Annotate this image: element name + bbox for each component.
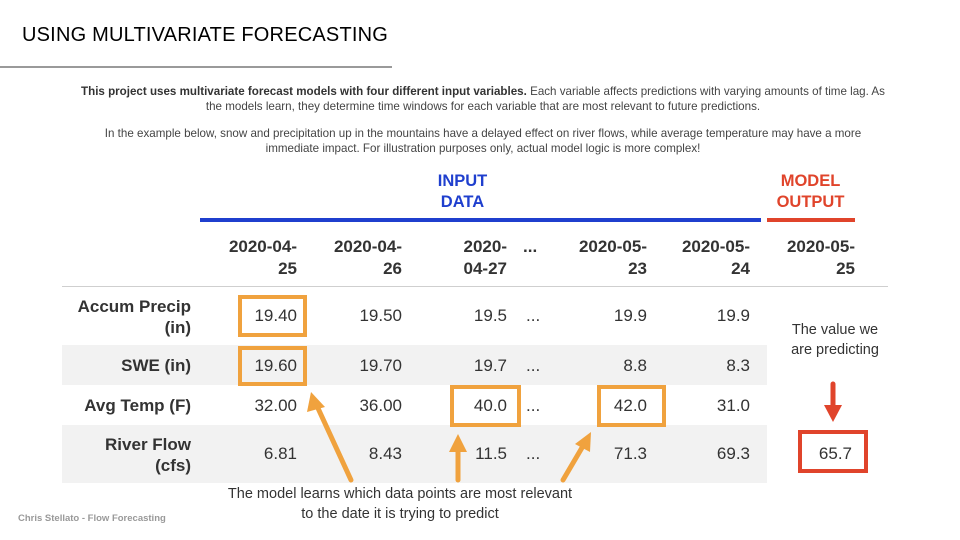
column-header-line1: 2020-05- bbox=[578, 237, 647, 256]
row-label-line1: River Flow bbox=[105, 435, 191, 454]
table-cell: 8.43 bbox=[368, 444, 402, 463]
intro-paragraph-1: This project uses multivariate forecast … bbox=[78, 84, 888, 114]
row-label-line1: Avg Temp (F) bbox=[84, 396, 191, 415]
column-header-line1: 2020-04- bbox=[333, 237, 402, 256]
column-header-date: 2020- 04-27 bbox=[420, 236, 507, 280]
column-header-line2: 26 bbox=[383, 259, 402, 278]
output-header-line1: MODEL bbox=[780, 172, 841, 190]
column-header-date-output: 2020-05- 25 bbox=[753, 236, 855, 280]
table-cell: 19.7 bbox=[473, 356, 507, 375]
input-data-bar bbox=[200, 218, 761, 222]
row-label-line1: SWE (in) bbox=[121, 356, 191, 375]
column-header-line2: 23 bbox=[628, 259, 647, 278]
column-header-date: 2020-05- 23 bbox=[545, 236, 647, 280]
table-cell: 36.00 bbox=[359, 396, 402, 415]
table-cell: 6.81 bbox=[263, 444, 297, 463]
input-data-header: INPUT DATA bbox=[405, 171, 520, 213]
table-cell: 8.8 bbox=[623, 356, 647, 375]
row-label-swe: SWE (in) bbox=[60, 355, 191, 376]
column-header-line2: 25 bbox=[278, 259, 297, 278]
model-output-header: MODEL OUTPUT bbox=[758, 171, 863, 213]
table-cell: 31.0 bbox=[716, 396, 750, 415]
table-cell-ellipsis: ... bbox=[526, 396, 541, 415]
column-header-date: 2020-04- 26 bbox=[300, 236, 402, 280]
table-cell: 19.40 bbox=[254, 306, 297, 325]
table-cell: 71.3 bbox=[613, 444, 647, 463]
table-cell: 19.9 bbox=[613, 306, 647, 325]
row-stripe bbox=[62, 425, 767, 483]
column-header-date: 2020-05- 24 bbox=[648, 236, 750, 280]
orange-arrow-to-precip-swe bbox=[307, 392, 354, 483]
table-cell: 19.9 bbox=[716, 306, 750, 325]
table-cell-ellipsis: ... bbox=[526, 306, 541, 325]
column-header-date: 2020-04- 25 bbox=[195, 236, 297, 280]
highlight-box-swe bbox=[238, 346, 307, 386]
highlight-box-temp-0523 bbox=[597, 385, 666, 427]
table-cell: 40.0 bbox=[473, 396, 507, 415]
prediction-box bbox=[798, 430, 868, 473]
footer-credit: Chris Stellato - Flow Forecasting bbox=[18, 513, 166, 524]
row-stripe bbox=[62, 345, 767, 385]
table-cell: 11.5 bbox=[475, 444, 507, 463]
table-cell: 19.50 bbox=[359, 306, 402, 325]
row-label-river-flow: River Flow (cfs) bbox=[60, 434, 191, 476]
row-label-avg-temp: Avg Temp (F) bbox=[60, 395, 191, 416]
intro-paragraph-2: In the example below, snow and precipita… bbox=[104, 127, 862, 155]
row-label-accum-precip: Accum Precip (in) bbox=[60, 296, 191, 338]
output-header-line2: OUTPUT bbox=[776, 193, 845, 211]
prediction-note: The value we are predicting bbox=[791, 322, 879, 358]
table-cell: 69.3 bbox=[716, 444, 750, 463]
red-arrow-to-prediction bbox=[824, 381, 842, 422]
column-header-line2: 04-27 bbox=[463, 259, 507, 278]
table-cell: 42.0 bbox=[613, 396, 647, 415]
table-cell: 8.3 bbox=[726, 356, 750, 375]
caption: The model learns which data points are m… bbox=[227, 486, 573, 522]
table-cell: 19.60 bbox=[254, 356, 297, 375]
table-cell: 19.5 bbox=[473, 306, 507, 325]
orange-arrow-to-temp-0523 bbox=[560, 432, 591, 483]
column-header-line2: ... bbox=[523, 237, 538, 256]
intro-rest: Each variable affects predictions with v… bbox=[205, 85, 885, 113]
model-output-bar bbox=[767, 218, 855, 222]
predicted-value: 65.7 bbox=[818, 444, 852, 463]
column-header-line1: 2020-04- bbox=[228, 237, 297, 256]
input-header-line1: INPUT bbox=[437, 172, 488, 190]
title-underline bbox=[0, 66, 392, 68]
input-header-line2: DATA bbox=[440, 193, 485, 211]
table-header-divider bbox=[62, 286, 888, 287]
table-cell-ellipsis: ... bbox=[526, 356, 541, 375]
table-cell-ellipsis: ... bbox=[526, 444, 541, 463]
highlight-box-precip bbox=[238, 295, 307, 337]
row-label-line2: (cfs) bbox=[155, 456, 191, 475]
column-header-ellipsis: ... bbox=[523, 236, 545, 258]
slide-title: USING MULTIVARIATE FORECASTING bbox=[22, 24, 389, 46]
column-header-line1: 2020-05- bbox=[681, 237, 750, 256]
column-header-line2: 24 bbox=[731, 259, 750, 278]
table-cell: 19.70 bbox=[359, 356, 402, 375]
highlight-box-temp-0427 bbox=[450, 385, 521, 427]
orange-arrow-to-temp-0427 bbox=[449, 434, 467, 483]
column-header-line1: 2020- bbox=[463, 237, 507, 256]
column-header-line2: 25 bbox=[836, 259, 855, 278]
column-header-line1: 2020-05- bbox=[786, 237, 855, 256]
intro-bold-sentence: This project uses multivariate forecast … bbox=[81, 85, 527, 98]
row-label-line2: (in) bbox=[164, 318, 191, 337]
table-cell: 32.00 bbox=[254, 396, 297, 415]
row-label-line1: Accum Precip bbox=[77, 297, 191, 316]
